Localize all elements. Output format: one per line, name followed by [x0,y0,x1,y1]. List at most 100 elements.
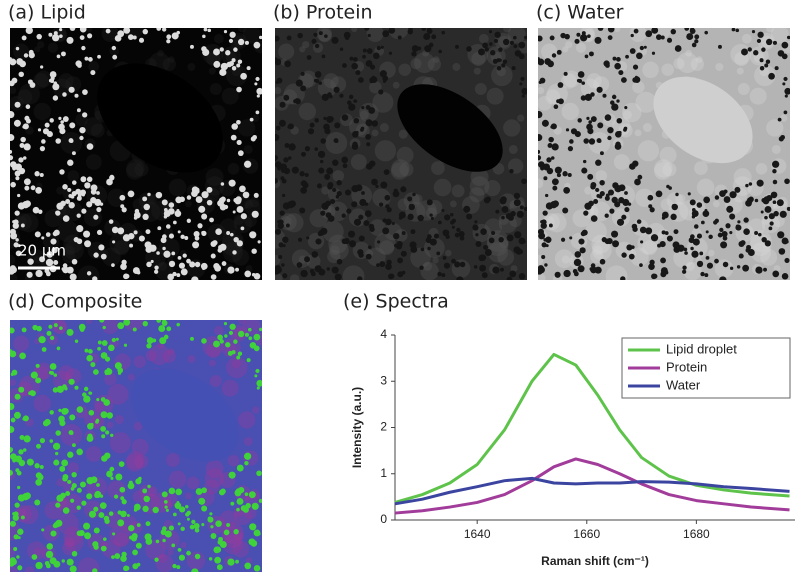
droplet [344,35,350,41]
droplet [781,41,789,49]
texture [750,242,771,263]
droplet [607,35,613,41]
droplet [351,201,358,208]
droplet [639,226,647,234]
droplet [198,205,206,213]
droplet [93,506,99,512]
droplet [123,28,131,34]
droplet [763,196,770,203]
droplet [223,529,230,536]
droplet [342,63,347,68]
droplet [593,199,599,205]
droplet [98,244,105,251]
droplet [172,512,177,517]
droplet [696,260,704,268]
droplet [692,213,696,217]
droplet [781,272,789,280]
droplet [429,238,437,246]
droplet [365,133,371,140]
droplet [769,221,774,226]
droplet [240,213,247,220]
lipid-image: 20 µm [10,28,262,280]
droplet [256,379,262,387]
droplet [161,199,168,206]
droplet [747,47,752,52]
droplet [378,89,384,95]
droplet [599,151,604,156]
droplet [232,250,237,255]
droplet [231,65,237,71]
droplet [86,176,93,183]
droplet [128,232,135,240]
droplet [69,565,77,572]
droplet [764,205,772,213]
texture [561,255,570,264]
texture [486,230,509,252]
droplet [583,210,589,216]
droplet [228,330,234,336]
droplet [320,227,328,235]
droplet [442,230,446,234]
droplet [225,50,231,56]
droplet [191,186,199,193]
texture [427,57,442,72]
droplet [607,189,615,196]
droplet [177,547,182,552]
droplet [235,196,242,203]
droplet [194,235,200,241]
droplet [599,191,605,197]
droplet [287,201,295,209]
droplet [295,98,301,105]
droplet [495,209,500,214]
texture [659,146,677,164]
droplet [14,101,21,108]
droplet [100,352,108,359]
legend-label: Water [666,377,701,392]
droplet [162,538,166,543]
droplet [299,171,305,177]
droplet [562,171,568,177]
droplet [686,33,694,41]
droplet [574,38,580,44]
droplet [180,234,185,240]
texture [10,273,18,280]
droplet [98,512,105,519]
droplet [166,34,172,40]
droplet [358,252,364,258]
droplet [671,203,678,211]
droplet [283,94,290,101]
texture [371,129,379,137]
texture [101,320,119,334]
droplet [175,488,183,496]
droplet [236,464,244,472]
droplet [417,46,422,51]
droplet [493,38,499,44]
droplet [236,507,240,512]
droplet [513,35,517,40]
droplet [79,327,85,333]
droplet [275,228,281,235]
texture [34,46,41,53]
droplet [22,448,27,452]
droplet [14,502,20,508]
droplet [207,28,212,33]
texture [673,247,694,269]
droplet [588,138,596,145]
droplet [68,378,75,385]
droplet [348,94,354,100]
droplet [778,136,784,142]
droplet [162,28,167,32]
texture [243,436,253,446]
texture [134,454,149,469]
texture [445,249,452,257]
droplet [300,187,308,194]
droplet [554,166,562,174]
droplet [224,334,228,338]
droplet [133,216,138,220]
droplet [664,231,669,235]
droplet [41,236,45,240]
texture [205,460,224,479]
droplet [28,49,34,55]
droplet [598,139,602,143]
droplet [189,524,195,530]
